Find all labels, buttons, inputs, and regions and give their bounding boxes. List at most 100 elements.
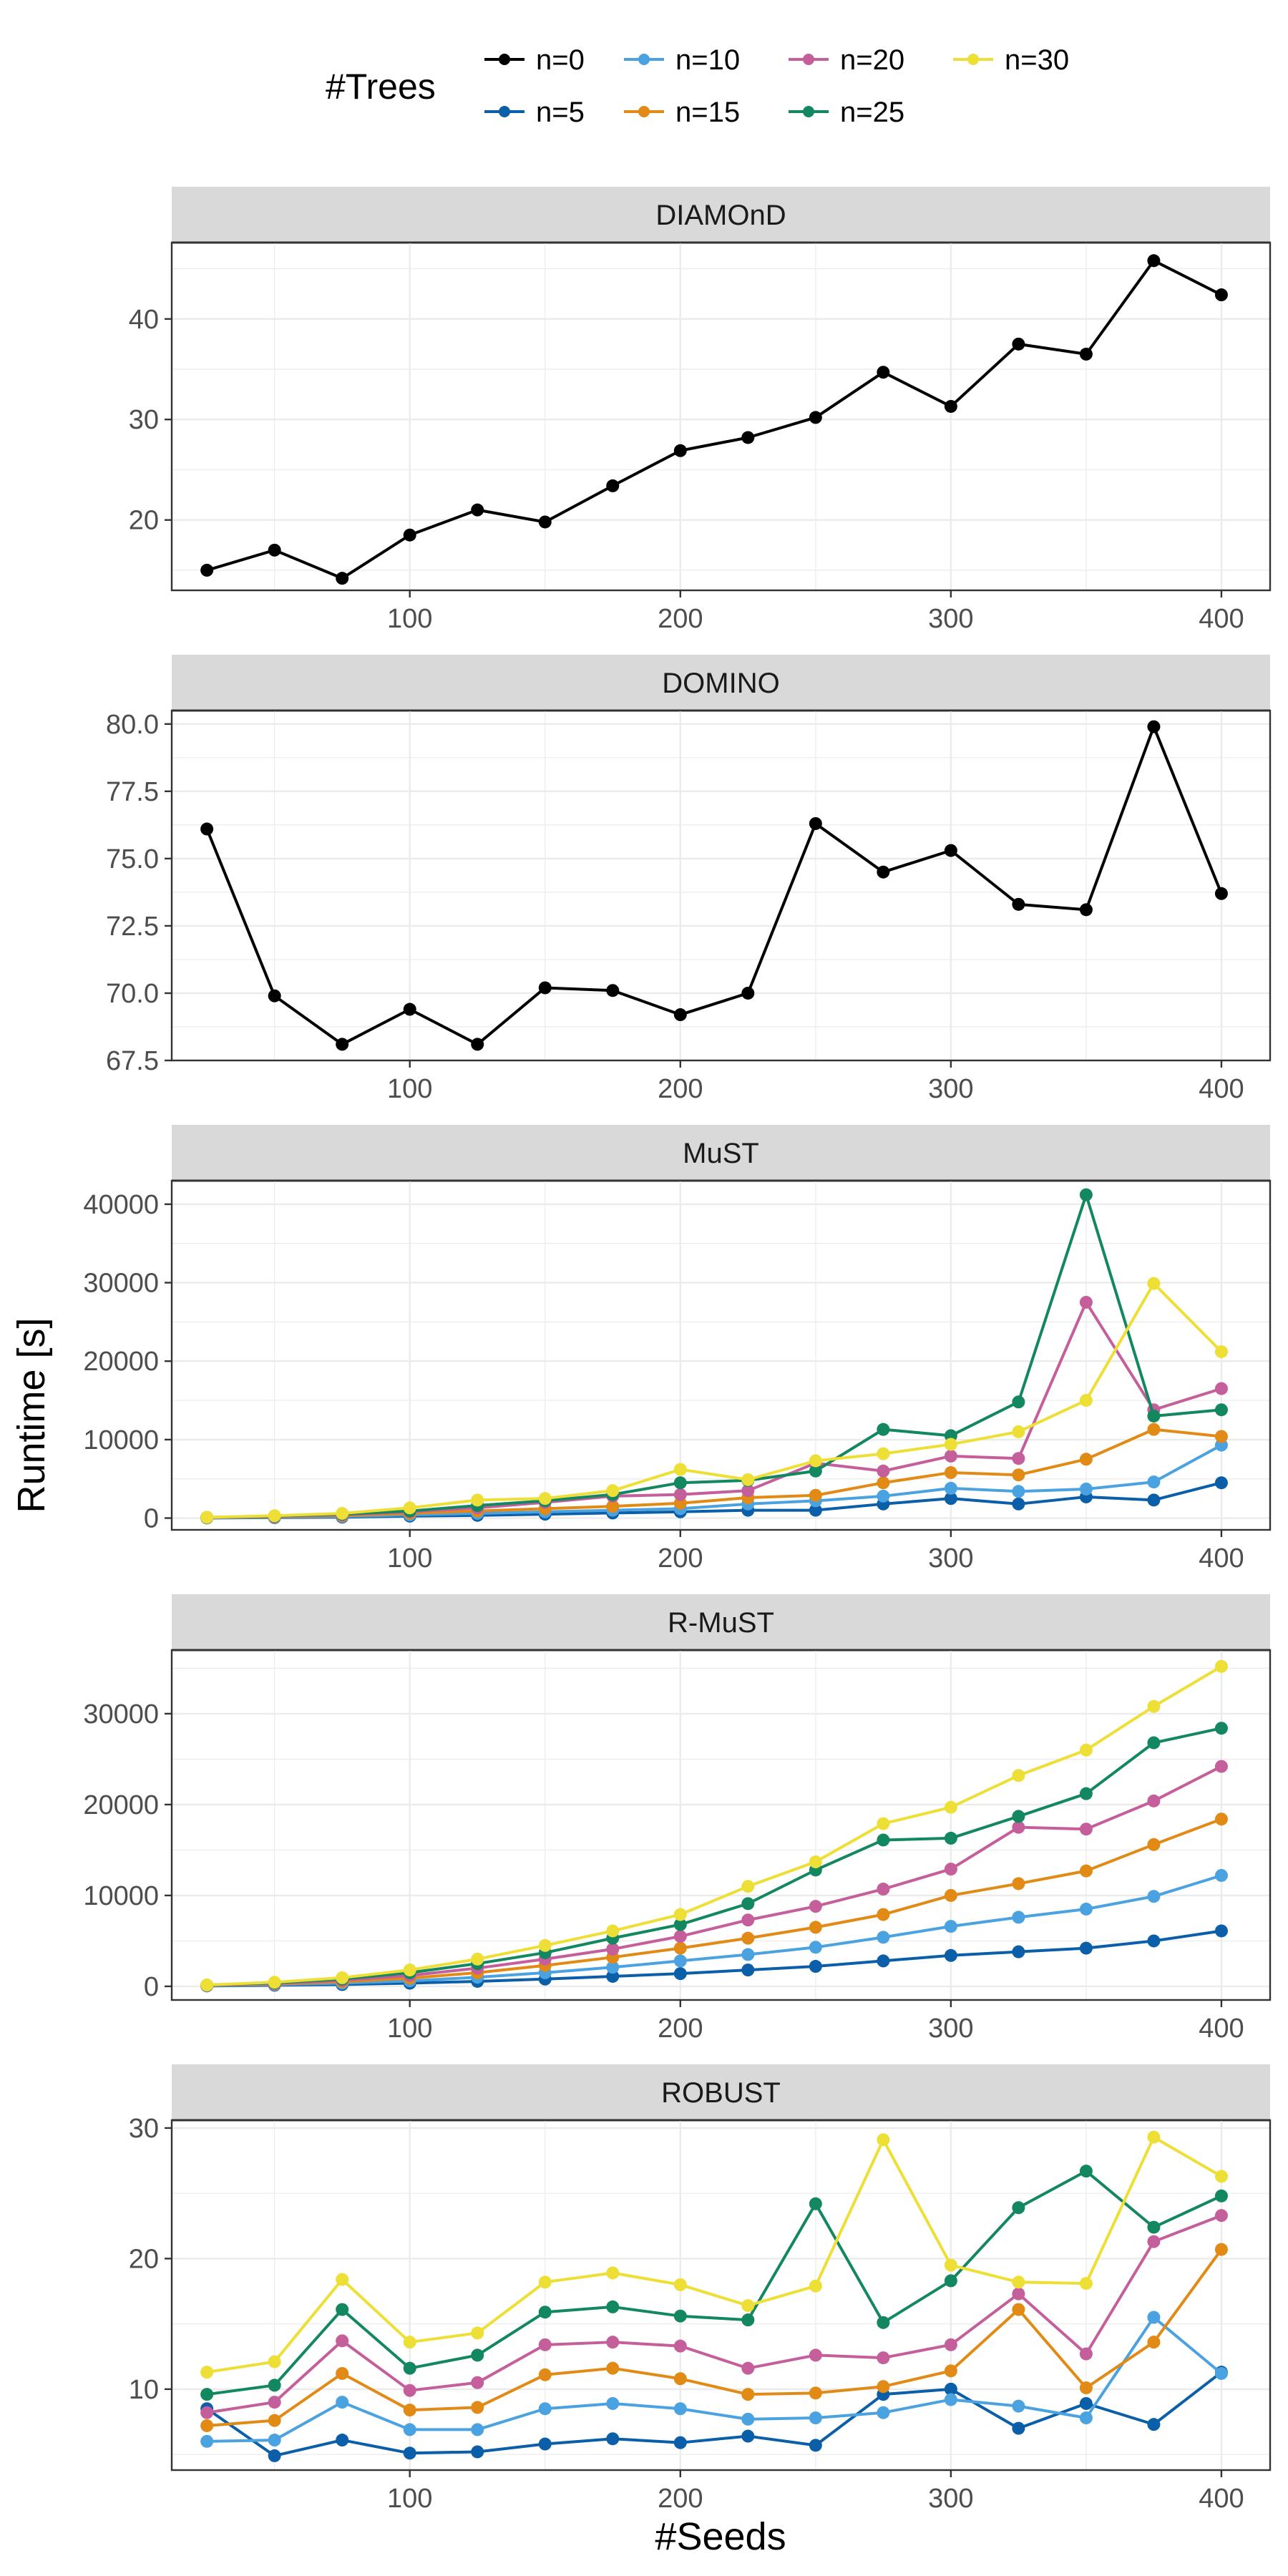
- data-point: [1079, 1743, 1093, 1757]
- data-point: [1079, 2165, 1093, 2178]
- data-point: [471, 2423, 484, 2436]
- data-point: [606, 2396, 620, 2410]
- legend-key-point: [499, 54, 510, 65]
- data-point: [809, 1921, 822, 1934]
- y-tick-label: 72.5: [106, 912, 159, 942]
- data-point: [606, 2266, 620, 2280]
- data-point: [1012, 1877, 1025, 1890]
- data-point: [336, 1506, 349, 1520]
- data-point: [336, 2366, 349, 2380]
- legend: #Trees n=0 n=5 n=10 n=15 n=20 n=25 n=30: [326, 44, 1069, 128]
- x-tick-label: 400: [1199, 604, 1244, 634]
- legend-title: #Trees: [326, 67, 436, 107]
- facet-strip: [172, 187, 1270, 243]
- series-line: [207, 1765, 1222, 1987]
- y-tick-label: 0: [144, 1504, 159, 1534]
- series-n-30: [200, 1277, 1228, 1524]
- data-point: [673, 1918, 687, 1931]
- x-tick-label: 100: [387, 604, 432, 634]
- data-point: [1012, 1810, 1025, 1823]
- series-line: [206, 2135, 1222, 2374]
- data-point: [673, 2278, 687, 2291]
- legend-key-point: [499, 106, 510, 117]
- data-point: [1147, 1277, 1161, 1290]
- series-group: [200, 254, 1228, 585]
- data-point: [944, 1449, 957, 1463]
- panel-r-must: R-MuST 0 10000 20000 30000 100 200 300 400: [83, 1594, 1272, 2044]
- data-point: [1079, 1941, 1093, 1955]
- data-point: [809, 2386, 822, 2400]
- x-axis: 100 200 300 400: [387, 2470, 1244, 2514]
- data-point: [1079, 1482, 1093, 1496]
- data-point: [877, 1833, 890, 1847]
- x-tick-label: 200: [658, 1543, 703, 1574]
- series-group: [200, 2130, 1228, 2462]
- data-point: [809, 1855, 822, 1868]
- data-point: [1147, 720, 1161, 733]
- data-point: [1012, 2287, 1025, 2301]
- data-point: [336, 1038, 349, 1051]
- data-point: [673, 1463, 687, 1476]
- series-line: [207, 1929, 1222, 1988]
- data-point: [403, 2336, 416, 2349]
- legend-key-point: [803, 106, 814, 117]
- data-point: [877, 1908, 890, 1921]
- data-point: [538, 1492, 552, 1506]
- data-point: [741, 1473, 755, 1486]
- legend-label: n=30: [1005, 44, 1069, 76]
- series-n-0: [200, 254, 1228, 585]
- data-point: [1214, 2243, 1228, 2256]
- data-point: [877, 1883, 890, 1896]
- series-n-15: [200, 2243, 1228, 2432]
- data-point: [268, 1976, 281, 1989]
- data-point: [944, 2364, 957, 2378]
- data-point: [1012, 337, 1025, 351]
- data-point: [336, 2273, 349, 2286]
- panel-domino: DOMINO 67.5 70.0 72.5 75.0 77.5 80.0 100 200 300 4…: [106, 655, 1272, 1104]
- y-tick-label: 0: [144, 1972, 159, 2002]
- gridlines: [172, 1181, 1270, 1530]
- data-point: [606, 1500, 620, 1513]
- y-tick-label: 20000: [83, 1347, 159, 1377]
- legend-label: n=5: [536, 97, 585, 128]
- data-point: [809, 1960, 822, 1974]
- series-n-30: [200, 1659, 1228, 1992]
- x-axis: 100 200 300 400: [387, 1060, 1244, 1104]
- x-tick-label: 100: [387, 2014, 432, 2044]
- x-axis: 100 200 300 400: [387, 590, 1244, 634]
- facet-strip: [172, 1125, 1270, 1181]
- y-axis: 0 10000 20000 30000: [83, 1699, 172, 2002]
- data-point: [944, 2274, 957, 2288]
- data-point: [1079, 2277, 1093, 2290]
- data-point: [1079, 1902, 1093, 1916]
- data-point: [606, 2336, 620, 2349]
- series-line: [207, 1282, 1223, 1519]
- series-line: [207, 1874, 1222, 1988]
- data-point: [741, 1484, 755, 1498]
- data-point: [1012, 1820, 1025, 1834]
- series-group: [200, 720, 1228, 1051]
- data-point: [538, 2402, 552, 2416]
- x-tick-label: 100: [387, 1074, 432, 1104]
- data-point: [403, 2423, 416, 2436]
- data-point: [1147, 1890, 1161, 1903]
- data-point: [673, 2372, 687, 2386]
- data-point: [200, 1979, 214, 1992]
- data-point: [741, 2313, 755, 2327]
- legend-label: n=25: [840, 97, 904, 128]
- data-point: [268, 2355, 281, 2368]
- legend-entry-n-10: n=10: [624, 44, 740, 76]
- facet-strip: [172, 2064, 1270, 2120]
- data-point: [1214, 2366, 1228, 2380]
- legend-key-point: [967, 54, 979, 65]
- legend-label: n=15: [675, 97, 740, 128]
- data-point: [1147, 1409, 1161, 1423]
- data-point: [1147, 254, 1161, 268]
- data-point: [944, 1888, 957, 1902]
- data-point: [673, 2436, 687, 2449]
- data-point: [673, 1930, 687, 1943]
- data-point: [1147, 1699, 1161, 1713]
- data-point: [1012, 1497, 1025, 1511]
- panel-must: MuST 0 10000 20000 30000 40000 100 200 300 400: [83, 1125, 1272, 1574]
